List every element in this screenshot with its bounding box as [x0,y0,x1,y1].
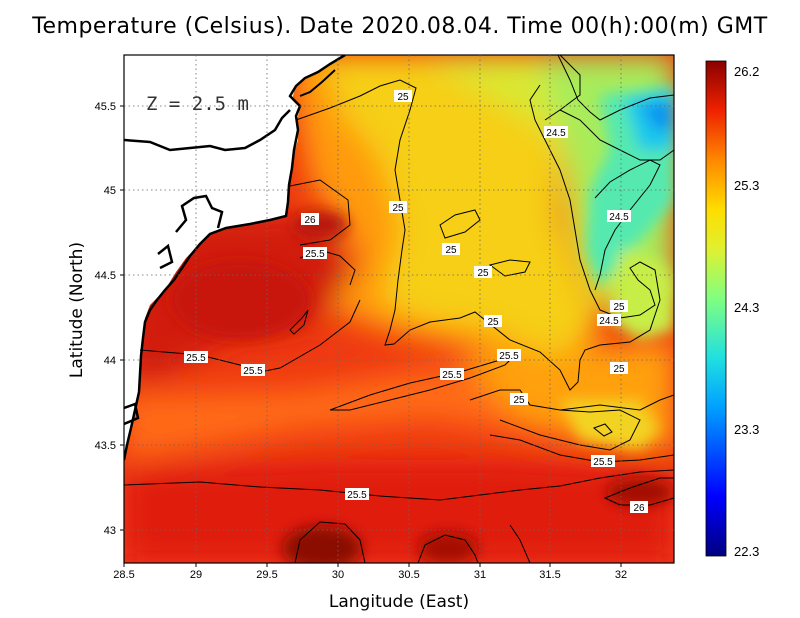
contour-label: 24.5 [599,316,619,327]
plot-frame [123,54,675,564]
contour-label: 25 [397,92,409,103]
contour-label: 25.5 [305,249,325,260]
colorbar-tick-label: 24.3 [734,300,759,315]
colorbar-tick-label: 22.3 [734,544,759,559]
x-tick-label: 32 [615,569,627,581]
contour-label: 24.5 [546,128,566,139]
contour-label: 25 [487,317,499,328]
y-tick-label: 45.5 [95,101,116,113]
land-mass [124,55,345,460]
colorbar-gradient [705,60,727,557]
coastline [124,55,346,461]
grid [124,55,674,563]
depth-label: Z = 2.5 m [146,93,249,115]
temperature-field [124,55,674,563]
contour-label: 25.5 [347,490,367,501]
contour-label: 25.5 [243,366,263,377]
contour-label-group: 25 24.5 25 24.5 26 25.5 25 25 25 25 24.5… [184,90,648,514]
contour-label: 25.5 [442,370,462,381]
x-tick-label: 30 [332,569,344,581]
y-tick-label: 45 [104,185,116,197]
contour-label: 25 [445,245,457,256]
colorbar-tick-label: 26.2 [734,64,759,79]
colorbar-tick-label: 25.3 [734,178,759,193]
contour-label: 25.5 [499,351,519,362]
x-axis-label: Langitude (East) [329,592,469,612]
y-tick-label: 44 [104,355,116,367]
contour-label: 25.5 [593,457,613,468]
y-tick-label: 43 [104,525,116,537]
colorbar-tick-label: 23.3 [734,422,759,437]
y-axis-label: Latitude (North) [67,242,87,378]
contour-label: 25 [513,395,525,406]
contour-label: 25.5 [186,353,206,364]
map-title: Temperature (Celsius). Date 2020.08.04. … [32,14,768,39]
contour-label: 24.5 [609,212,629,223]
x-tick-label: 31.5 [539,569,560,581]
contour-label: 26 [304,215,316,226]
y-tick-label: 44.5 [95,270,116,282]
contour-label: 26 [633,503,645,514]
contour-label: 25 [392,203,404,214]
contour-label: 25 [477,268,489,279]
colorbar: 26.2 25.3 24.3 23.3 22.3 [705,60,759,559]
x-tick-label: 28.5 [113,569,134,581]
contour-lines [124,55,674,563]
x-tick-label: 29 [190,569,202,581]
x-tick-label: 29.5 [256,569,277,581]
y-tick-label: 43.5 [95,440,116,452]
contour-label: 25 [613,302,625,313]
contour-label: 25 [613,364,625,375]
x-tick-label: 30.5 [398,569,419,581]
x-tick-label: 31 [474,569,486,581]
